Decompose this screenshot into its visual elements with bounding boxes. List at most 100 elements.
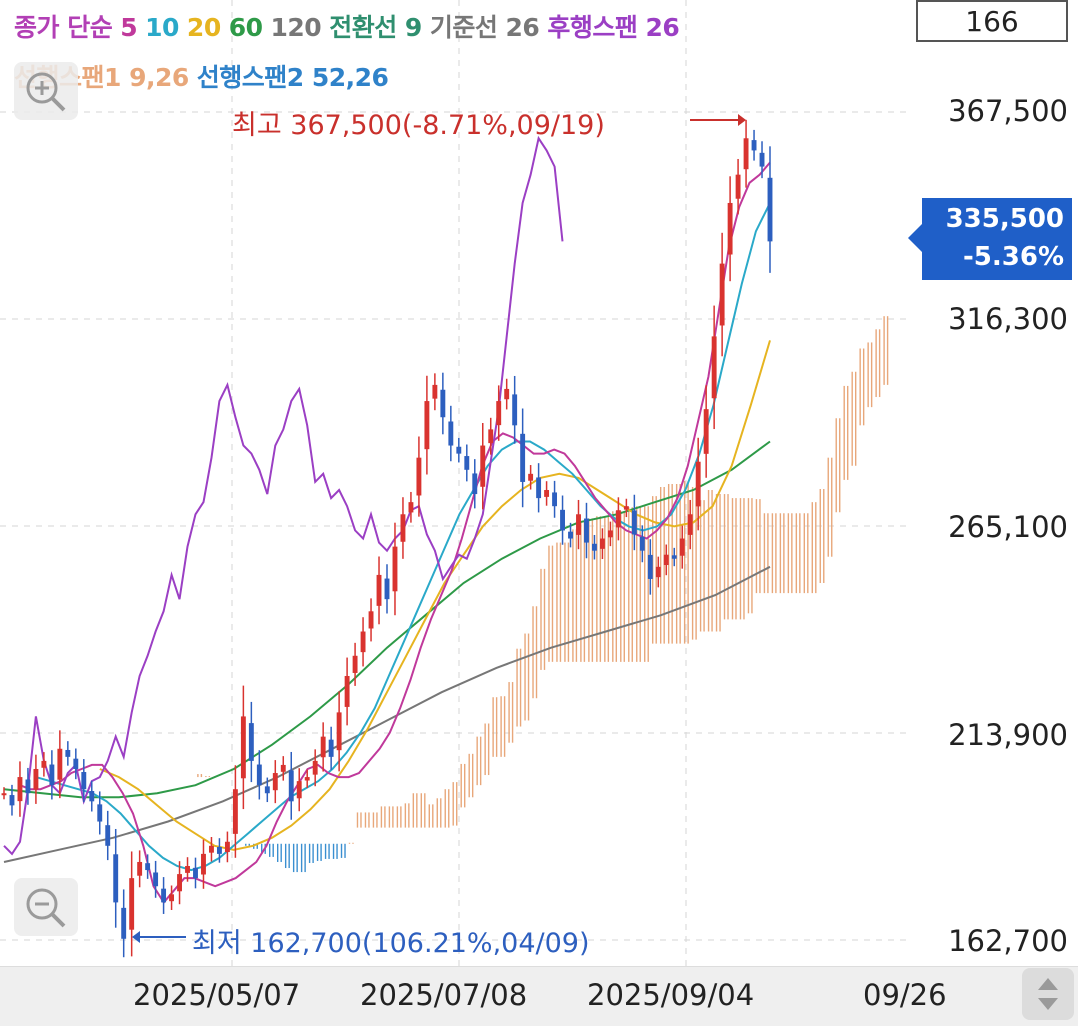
candle-body [528, 473, 534, 481]
current-price: 335,500 [945, 204, 1064, 234]
y-tick-label: 265,100 [948, 510, 1068, 544]
candle-body [719, 263, 725, 326]
candle-body [105, 825, 111, 846]
candle-body [344, 675, 350, 707]
lagging-span-line [3, 135, 564, 856]
candle-body [256, 764, 262, 786]
candle-body [169, 894, 175, 902]
candle-body [368, 611, 374, 629]
candle-body [320, 736, 326, 758]
ichimoku-cloud [197, 316, 889, 873]
legend-item: 종가 단순 [14, 13, 113, 42]
candle-body [496, 401, 502, 426]
low-arrowhead [132, 931, 140, 943]
x-tick-label: 2025/07/08 [360, 978, 528, 1012]
candle-body [751, 140, 757, 151]
legend-line-1: 종가 단순 5 10 20 60 120 전환선 9 기준선 26 후행스팬 26 [14, 8, 687, 44]
candle-body [312, 760, 318, 775]
zoom-in-button[interactable] [14, 62, 78, 120]
x-axis-bar[interactable] [0, 966, 1078, 1026]
candle-body [33, 768, 39, 790]
candle-body [57, 748, 63, 780]
candle-body [89, 791, 95, 802]
candle-body [264, 786, 270, 794]
candle-body [137, 861, 143, 876]
legend-item: 전환선 9 [329, 13, 422, 42]
current-change: -5.36% [963, 242, 1064, 272]
candle-body [512, 394, 518, 426]
legend-item: 기준선 26 [429, 13, 540, 42]
high-annotation: 최고 367,500(-8.71%,09/19) [232, 110, 605, 141]
candle-body [584, 518, 589, 543]
x-tick-label: 09/26 [863, 978, 947, 1012]
candle-body [240, 716, 246, 779]
candle-body [336, 712, 342, 751]
moving-average-lines [3, 135, 771, 905]
candle-body [592, 543, 597, 551]
candle-body [520, 433, 526, 482]
zoom-in-icon [26, 72, 66, 112]
legend-item: 후행스팬 26 [547, 13, 680, 42]
candle-body [544, 490, 550, 497]
candle-count-box[interactable]: 166 [916, 0, 1068, 42]
ma20-line [99, 340, 771, 851]
candle-body [472, 473, 478, 495]
candle-body [671, 555, 677, 559]
candle-body [560, 509, 565, 531]
candle-body [639, 536, 645, 551]
candle-body [193, 867, 198, 879]
candle-body [432, 384, 438, 399]
candle-body [376, 574, 382, 606]
ma120-line [3, 565, 771, 863]
candle-body [296, 781, 302, 799]
candle-body [185, 866, 190, 873]
candle-body [304, 777, 310, 781]
y-tick-label: 316,300 [948, 302, 1068, 336]
candle-body [248, 723, 254, 761]
candle-body [568, 531, 573, 539]
zoom-out-button[interactable] [14, 878, 78, 936]
grid-lines [0, 0, 910, 966]
candle-body [767, 177, 773, 242]
candle-body [711, 336, 717, 399]
candle-body [615, 510, 621, 528]
candle-body [384, 578, 390, 600]
candle-body [631, 510, 637, 535]
candle-body [576, 514, 581, 535]
y-tick-label: 213,900 [948, 718, 1068, 752]
candle-body [552, 492, 558, 507]
candle-body [145, 863, 151, 871]
legend-item: 선행스팬2 52,26 [196, 63, 389, 92]
candle-body [647, 554, 653, 579]
candle-body [25, 779, 31, 794]
high-low-markers [132, 114, 746, 943]
ma60-line [3, 440, 771, 799]
candle-body [599, 538, 605, 549]
candle-body [65, 749, 71, 757]
candle-body [1, 793, 7, 796]
candle-body [456, 446, 462, 454]
legend-item: 10 [145, 13, 179, 42]
scroll-button[interactable] [1022, 968, 1074, 1020]
candle-body [408, 502, 414, 513]
candle-body [440, 389, 446, 418]
ma5-line [19, 161, 771, 905]
candle-body [288, 770, 294, 802]
x-tick-label: 2025/09/04 [587, 978, 755, 1012]
candle-body [177, 874, 182, 892]
candle-body [703, 409, 709, 454]
candle-body [663, 554, 669, 566]
candlesticks [1, 119, 773, 958]
candle-body [536, 477, 542, 499]
candle-body [216, 847, 222, 854]
candle-body [129, 878, 135, 930]
candle-body [695, 461, 701, 507]
candle-body [161, 888, 167, 903]
candle-body [679, 538, 685, 556]
scroll-arrows-icon [1038, 978, 1058, 1010]
candle-body [424, 401, 430, 450]
candle-body [153, 872, 159, 887]
candle-body [232, 789, 238, 834]
candle-body [400, 514, 406, 542]
